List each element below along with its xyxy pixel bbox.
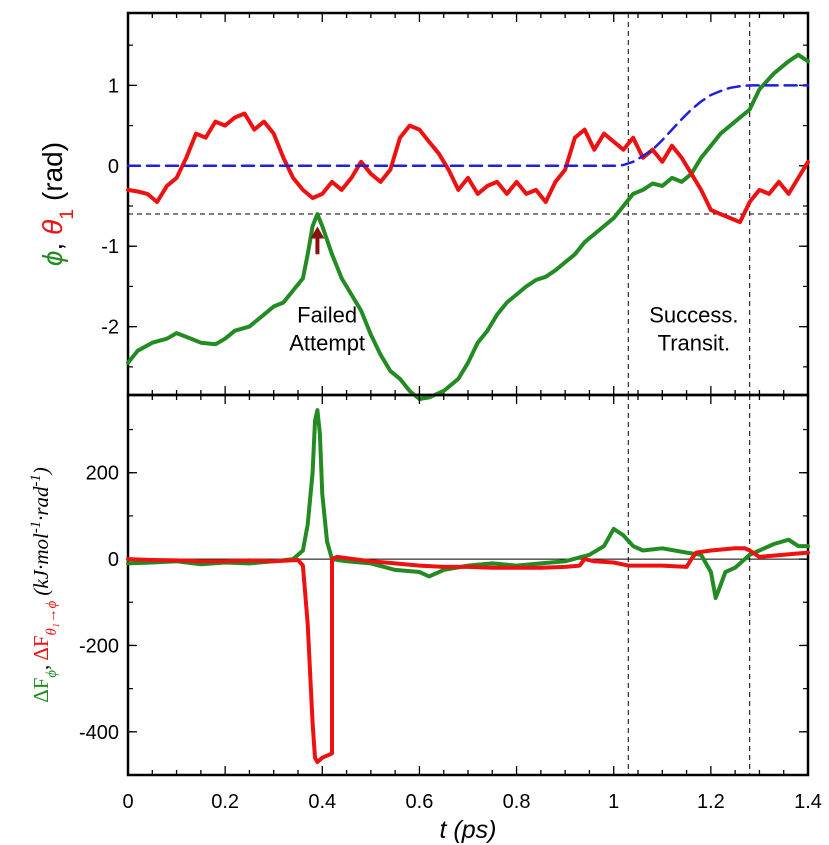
x-tick-label: 0.6 [406, 791, 434, 813]
y-label-part: -1 [28, 474, 44, 486]
x-tick-label: 0.2 [211, 791, 239, 813]
y-label-part: ϕ [37, 251, 68, 267]
x-tick-label: 0.8 [503, 791, 531, 813]
y-label-part: , [37, 235, 68, 251]
x-tick-label: 1.4 [794, 791, 822, 813]
y-label-part: θ [37, 220, 68, 235]
series-line-dF_theta1_to_phi [126, 546, 810, 764]
annotation-text: Success. [649, 303, 738, 328]
series-line-reference [126, 84, 810, 168]
y-tick-label: -2 [101, 317, 119, 339]
y-label-part: 1 [56, 209, 78, 220]
top-annotations: Failed Attempt Success. Transit. [289, 226, 738, 356]
series-line-phi [126, 52, 810, 401]
series-line-theta1 [126, 111, 810, 225]
annotation-text: Attempt [289, 331, 365, 356]
y-tick-label: -1 [101, 236, 119, 258]
x-tick-label: 1 [608, 791, 619, 813]
y-label-part: ΔF [29, 678, 53, 703]
y-tick-label: 1 [108, 75, 119, 97]
arrow-head [310, 226, 325, 239]
bottom-y-axis-label: ΔFϕ, ΔFθ₁→ϕ (kJ·mol-1·rad-1) [28, 467, 60, 703]
x-tick-label: 0 [122, 791, 133, 813]
y-label-part: , [29, 661, 53, 670]
annotation-text: Failed [297, 303, 357, 328]
y-tick-label: 0 [108, 156, 119, 178]
y-tick-label: 0 [108, 549, 119, 571]
y-tick-label: -200 [79, 635, 119, 657]
top-series [126, 52, 810, 401]
y-label-part: (kJ·mol [29, 533, 53, 601]
top-y-axis-label: ϕ, θ1 (rad) [37, 142, 78, 266]
y-tick-label: -400 [79, 722, 119, 744]
x-axis-label: t (ps) [440, 816, 497, 844]
bottom-guide-lines [128, 395, 808, 775]
top-axis-ticks: -2 -1 0 1 [101, 13, 809, 395]
x-tick-label: 1.2 [697, 791, 725, 813]
bottom-series [126, 408, 810, 764]
annotation-text: Transit. [658, 331, 731, 356]
y-label-part: ·rad [29, 486, 53, 521]
y-label-part: (rad) [37, 142, 68, 209]
y-label-part: ΔF [29, 635, 53, 660]
y-label-part: -1 [28, 521, 44, 533]
y-label-part: θ₁→ϕ [44, 600, 60, 635]
top-panel: -2 -1 0 1 Failed Attempt Success. Transit. ϕ, … [37, 11, 810, 401]
bottom-panel-frame [126, 393, 810, 777]
y-label-part: ) [29, 467, 53, 475]
series-line-dF_phi [126, 408, 810, 600]
y-label-part: ϕ [44, 670, 60, 678]
y-tick-label: 200 [86, 463, 119, 485]
bottom-axis-ticks: -400 -200 0 200 0 0.2 0.4 0.6 0.8 1 1.2 1.4 [79, 395, 822, 813]
x-tick-label: 0.4 [308, 791, 336, 813]
